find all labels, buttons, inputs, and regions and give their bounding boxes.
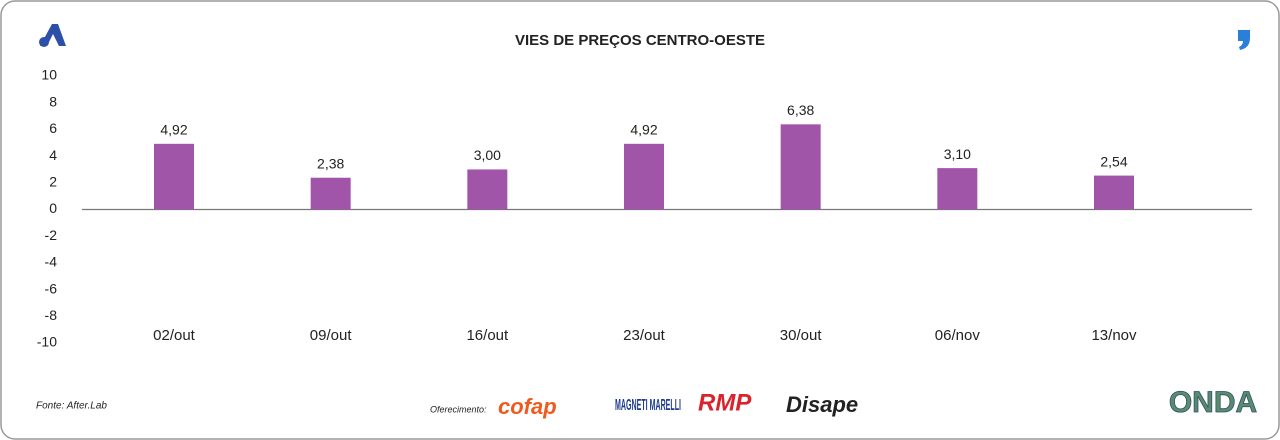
value-label: 2,54 [1100, 153, 1127, 169]
value-label: 3,00 [474, 147, 501, 163]
x-tick-label: 09/out [310, 327, 353, 344]
value-label: 2,38 [317, 155, 344, 171]
value-label: 3,10 [944, 146, 971, 162]
bar [467, 169, 508, 210]
y-tick-label: 6 [49, 120, 57, 136]
bar [937, 168, 978, 210]
sponsor-logo: Disape [786, 392, 858, 417]
y-tick-label: 8 [49, 93, 57, 109]
value-label: 6,38 [787, 102, 814, 118]
bar [780, 124, 821, 210]
x-tick-label: 13/nov [1091, 327, 1137, 344]
y-tick-label: -4 [45, 254, 58, 270]
sponsor-logo: cofap [498, 394, 557, 419]
y-tick-label: -8 [45, 307, 58, 323]
y-tick-label: -2 [45, 227, 58, 243]
x-tick-label: 06/nov [935, 327, 981, 344]
bar [1094, 175, 1134, 210]
x-tick-label: 30/out [780, 327, 823, 344]
logo-a [39, 24, 66, 47]
chart-title: VIES DE PREÇOS CENTRO-OESTE [515, 32, 765, 49]
y-tick-label: 0 [49, 200, 57, 216]
value-label: 4,92 [160, 122, 187, 138]
brand-logo: ONDA [1169, 386, 1257, 419]
x-tick-label: 02/out [153, 327, 196, 344]
sponsor-logo: RMP [698, 389, 752, 416]
bar [154, 143, 194, 210]
y-tick-label: -10 [37, 334, 57, 350]
value-label: 4,92 [630, 122, 657, 138]
sponsor-label: Oferecimento: [430, 404, 487, 414]
y-tick-label: -6 [45, 280, 58, 296]
x-tick-label: 23/out [623, 327, 666, 344]
bar [310, 177, 351, 210]
bar [624, 143, 664, 210]
source: Fonte: After.Lab [36, 401, 107, 412]
x-tick-label: 16/out [466, 327, 509, 344]
y-tick-label: 10 [41, 67, 57, 83]
y-tick-label: 4 [49, 147, 57, 163]
logo-quote [1238, 30, 1250, 50]
y-tick-label: 2 [49, 174, 57, 190]
sponsor-logo: MAGNETI MARELLI [615, 397, 681, 414]
